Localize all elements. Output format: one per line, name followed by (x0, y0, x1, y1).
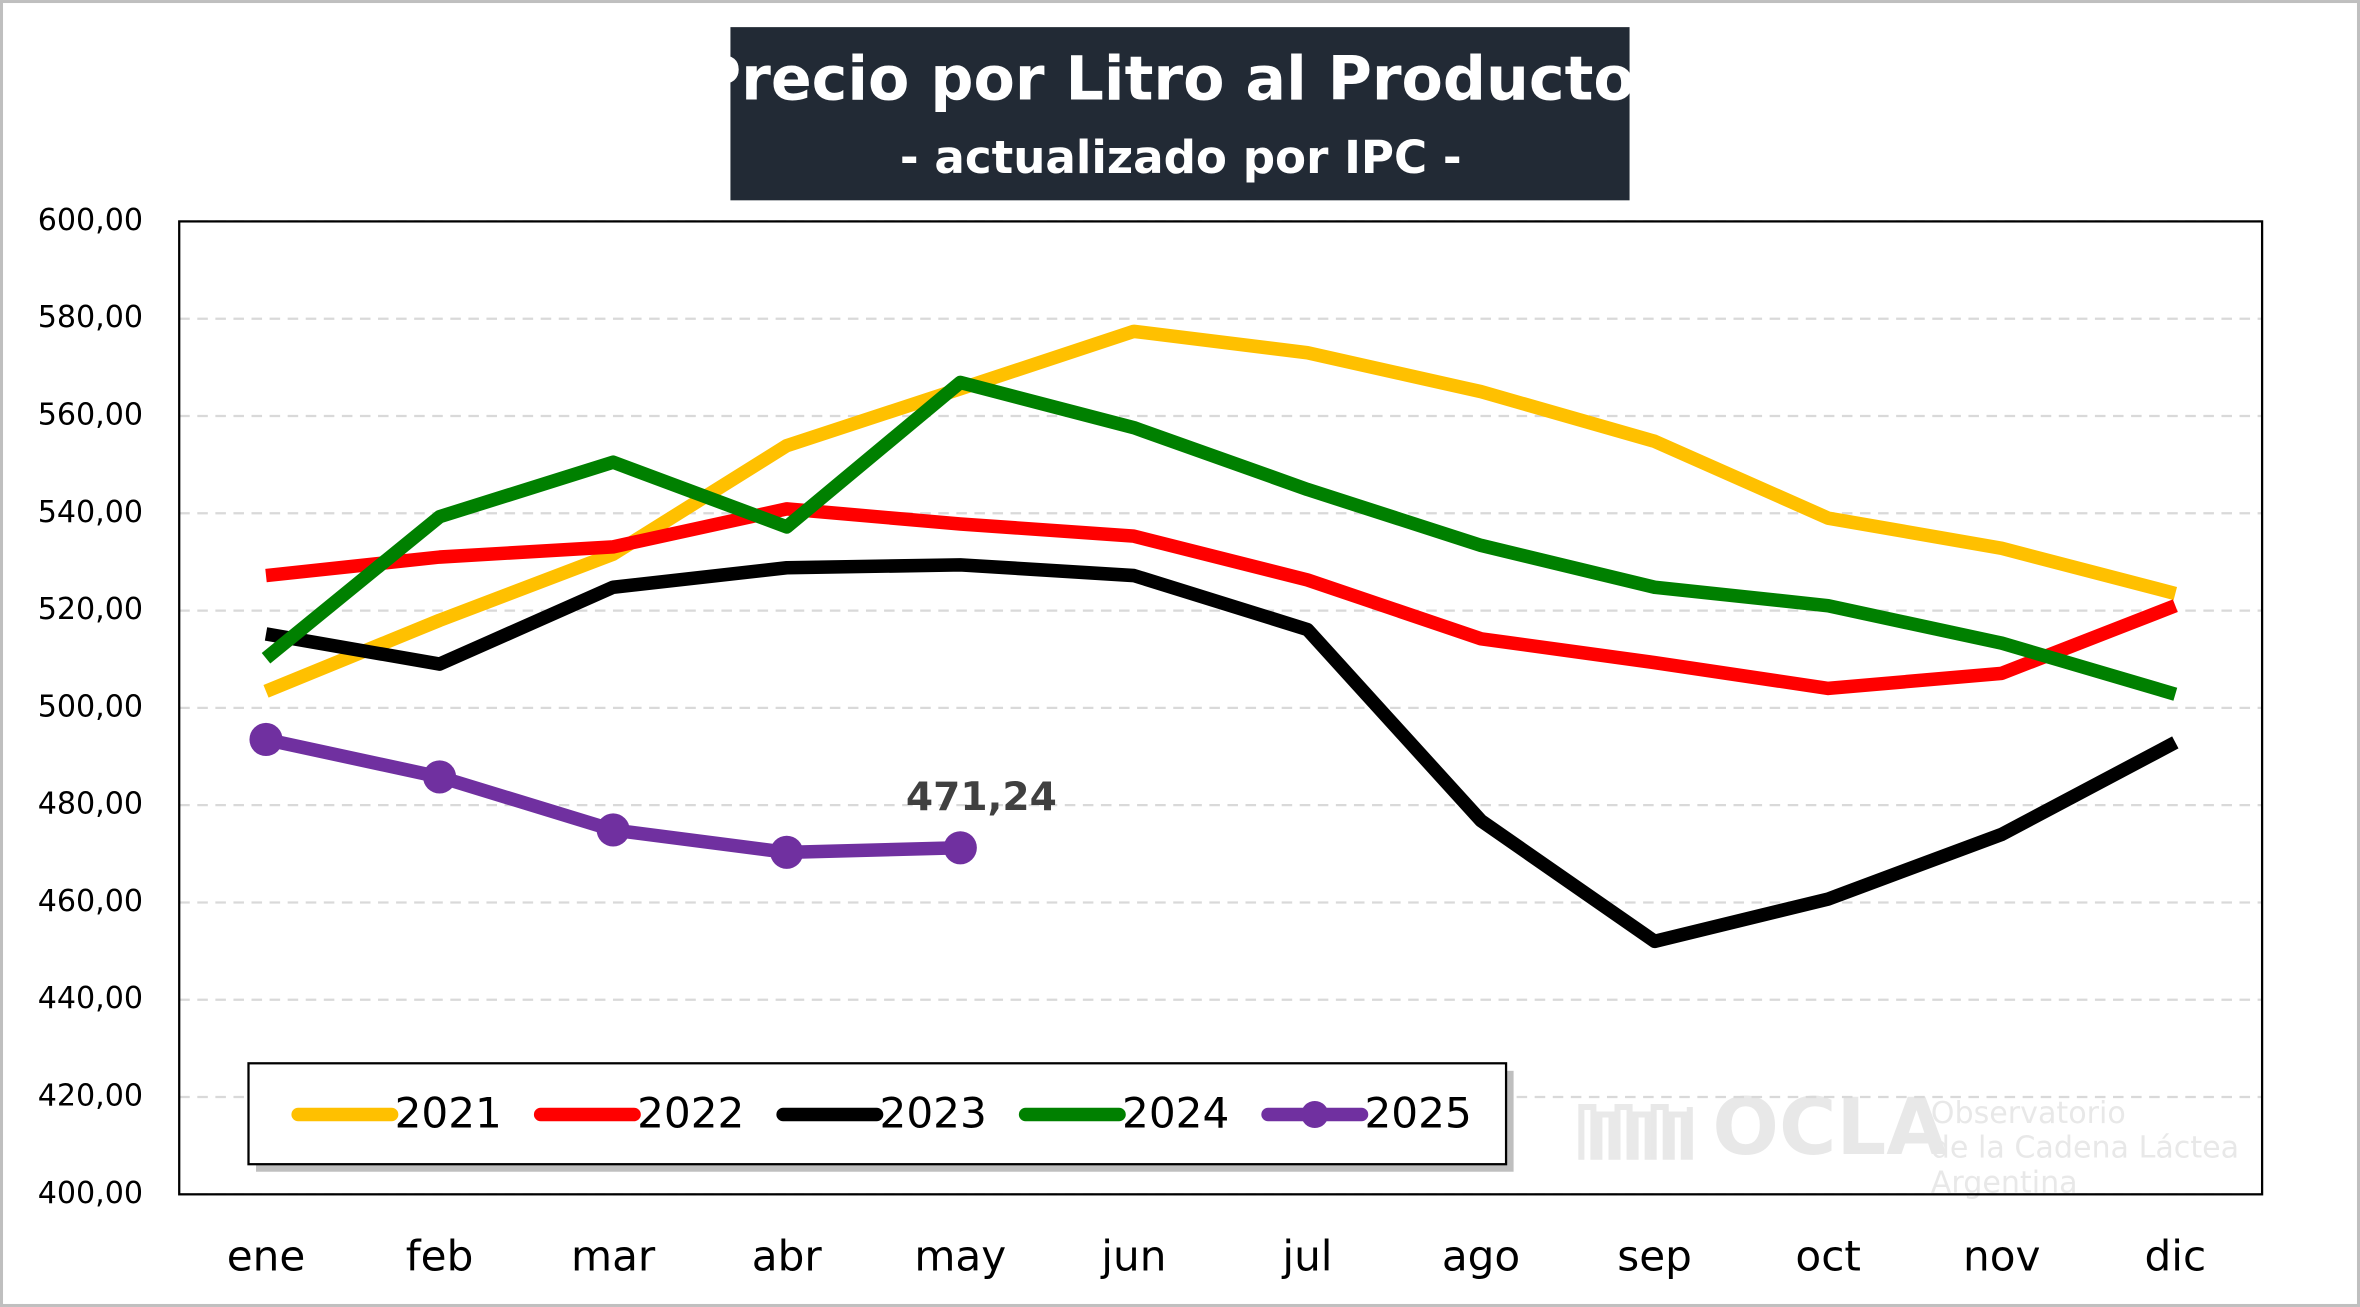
marker (770, 835, 804, 869)
y-tick-label: 600,00 (38, 203, 143, 238)
watermark-text: OCLA (1712, 1082, 1947, 1173)
marker (423, 760, 457, 794)
legend-label: 2021 (395, 1089, 502, 1138)
x-tick-label: abr (752, 1232, 823, 1281)
data-label: 471,24 (906, 775, 1057, 820)
watermark: OCLA Observatorio de la Cadena Láctea Ar… (1578, 1082, 2239, 1200)
marker (943, 831, 977, 865)
series-line (265, 502, 2178, 696)
chart-title: Precio por Litro al Productor (697, 44, 1665, 114)
x-tick-label: may (914, 1232, 1006, 1281)
legend-label: 2025 (1364, 1089, 1471, 1138)
series-line (264, 558, 2179, 949)
x-tick-label: jul (1281, 1232, 1332, 1281)
y-tick-label: 460,00 (38, 884, 143, 919)
x-tick-label: ago (1442, 1232, 1520, 1281)
watermark-logo (1578, 1103, 1693, 1160)
y-tick-label: 500,00 (38, 689, 143, 724)
series-line (263, 324, 2178, 698)
x-tick-label: mar (571, 1232, 656, 1281)
title-box (730, 27, 1630, 201)
watermark-text: Observatorio (1931, 1096, 2126, 1131)
y-tick-label: 520,00 (38, 592, 143, 627)
y-tick-label: 420,00 (38, 1079, 143, 1114)
x-tick-label: dic (2144, 1232, 2206, 1281)
marker (249, 722, 283, 757)
chart-subtitle: - actualizado por IPC - (900, 131, 1462, 184)
y-tick-label: 580,00 (38, 300, 143, 335)
y-tick-label: 400,00 (38, 1176, 143, 1211)
legend-marker (1301, 1100, 1329, 1129)
y-tick-label: 540,00 (38, 495, 143, 530)
legend-label: 2024 (1122, 1089, 1229, 1138)
plot-area (178, 220, 2264, 1196)
watermark-text: de la Cadena Láctea (1931, 1131, 2239, 1166)
y-tick-label: 560,00 (38, 397, 143, 432)
y-tick-label: 440,00 (38, 981, 143, 1016)
x-tick-label: ene (227, 1232, 306, 1281)
y-tick-label: 480,00 (38, 787, 143, 822)
x-tick-label: jun (1100, 1232, 1166, 1281)
series-line (261, 375, 2178, 701)
legend-label: 2023 (880, 1089, 987, 1138)
x-tick-label: oct (1795, 1232, 1860, 1281)
legend-label: 2022 (637, 1089, 744, 1138)
legend: 2021 2022 2023 2024 2025 (247, 1062, 1514, 1172)
x-tick-label: sep (1617, 1232, 1692, 1281)
x-tick-label: nov (1963, 1232, 2040, 1281)
x-tick-label: feb (406, 1232, 474, 1281)
marker (596, 813, 630, 847)
